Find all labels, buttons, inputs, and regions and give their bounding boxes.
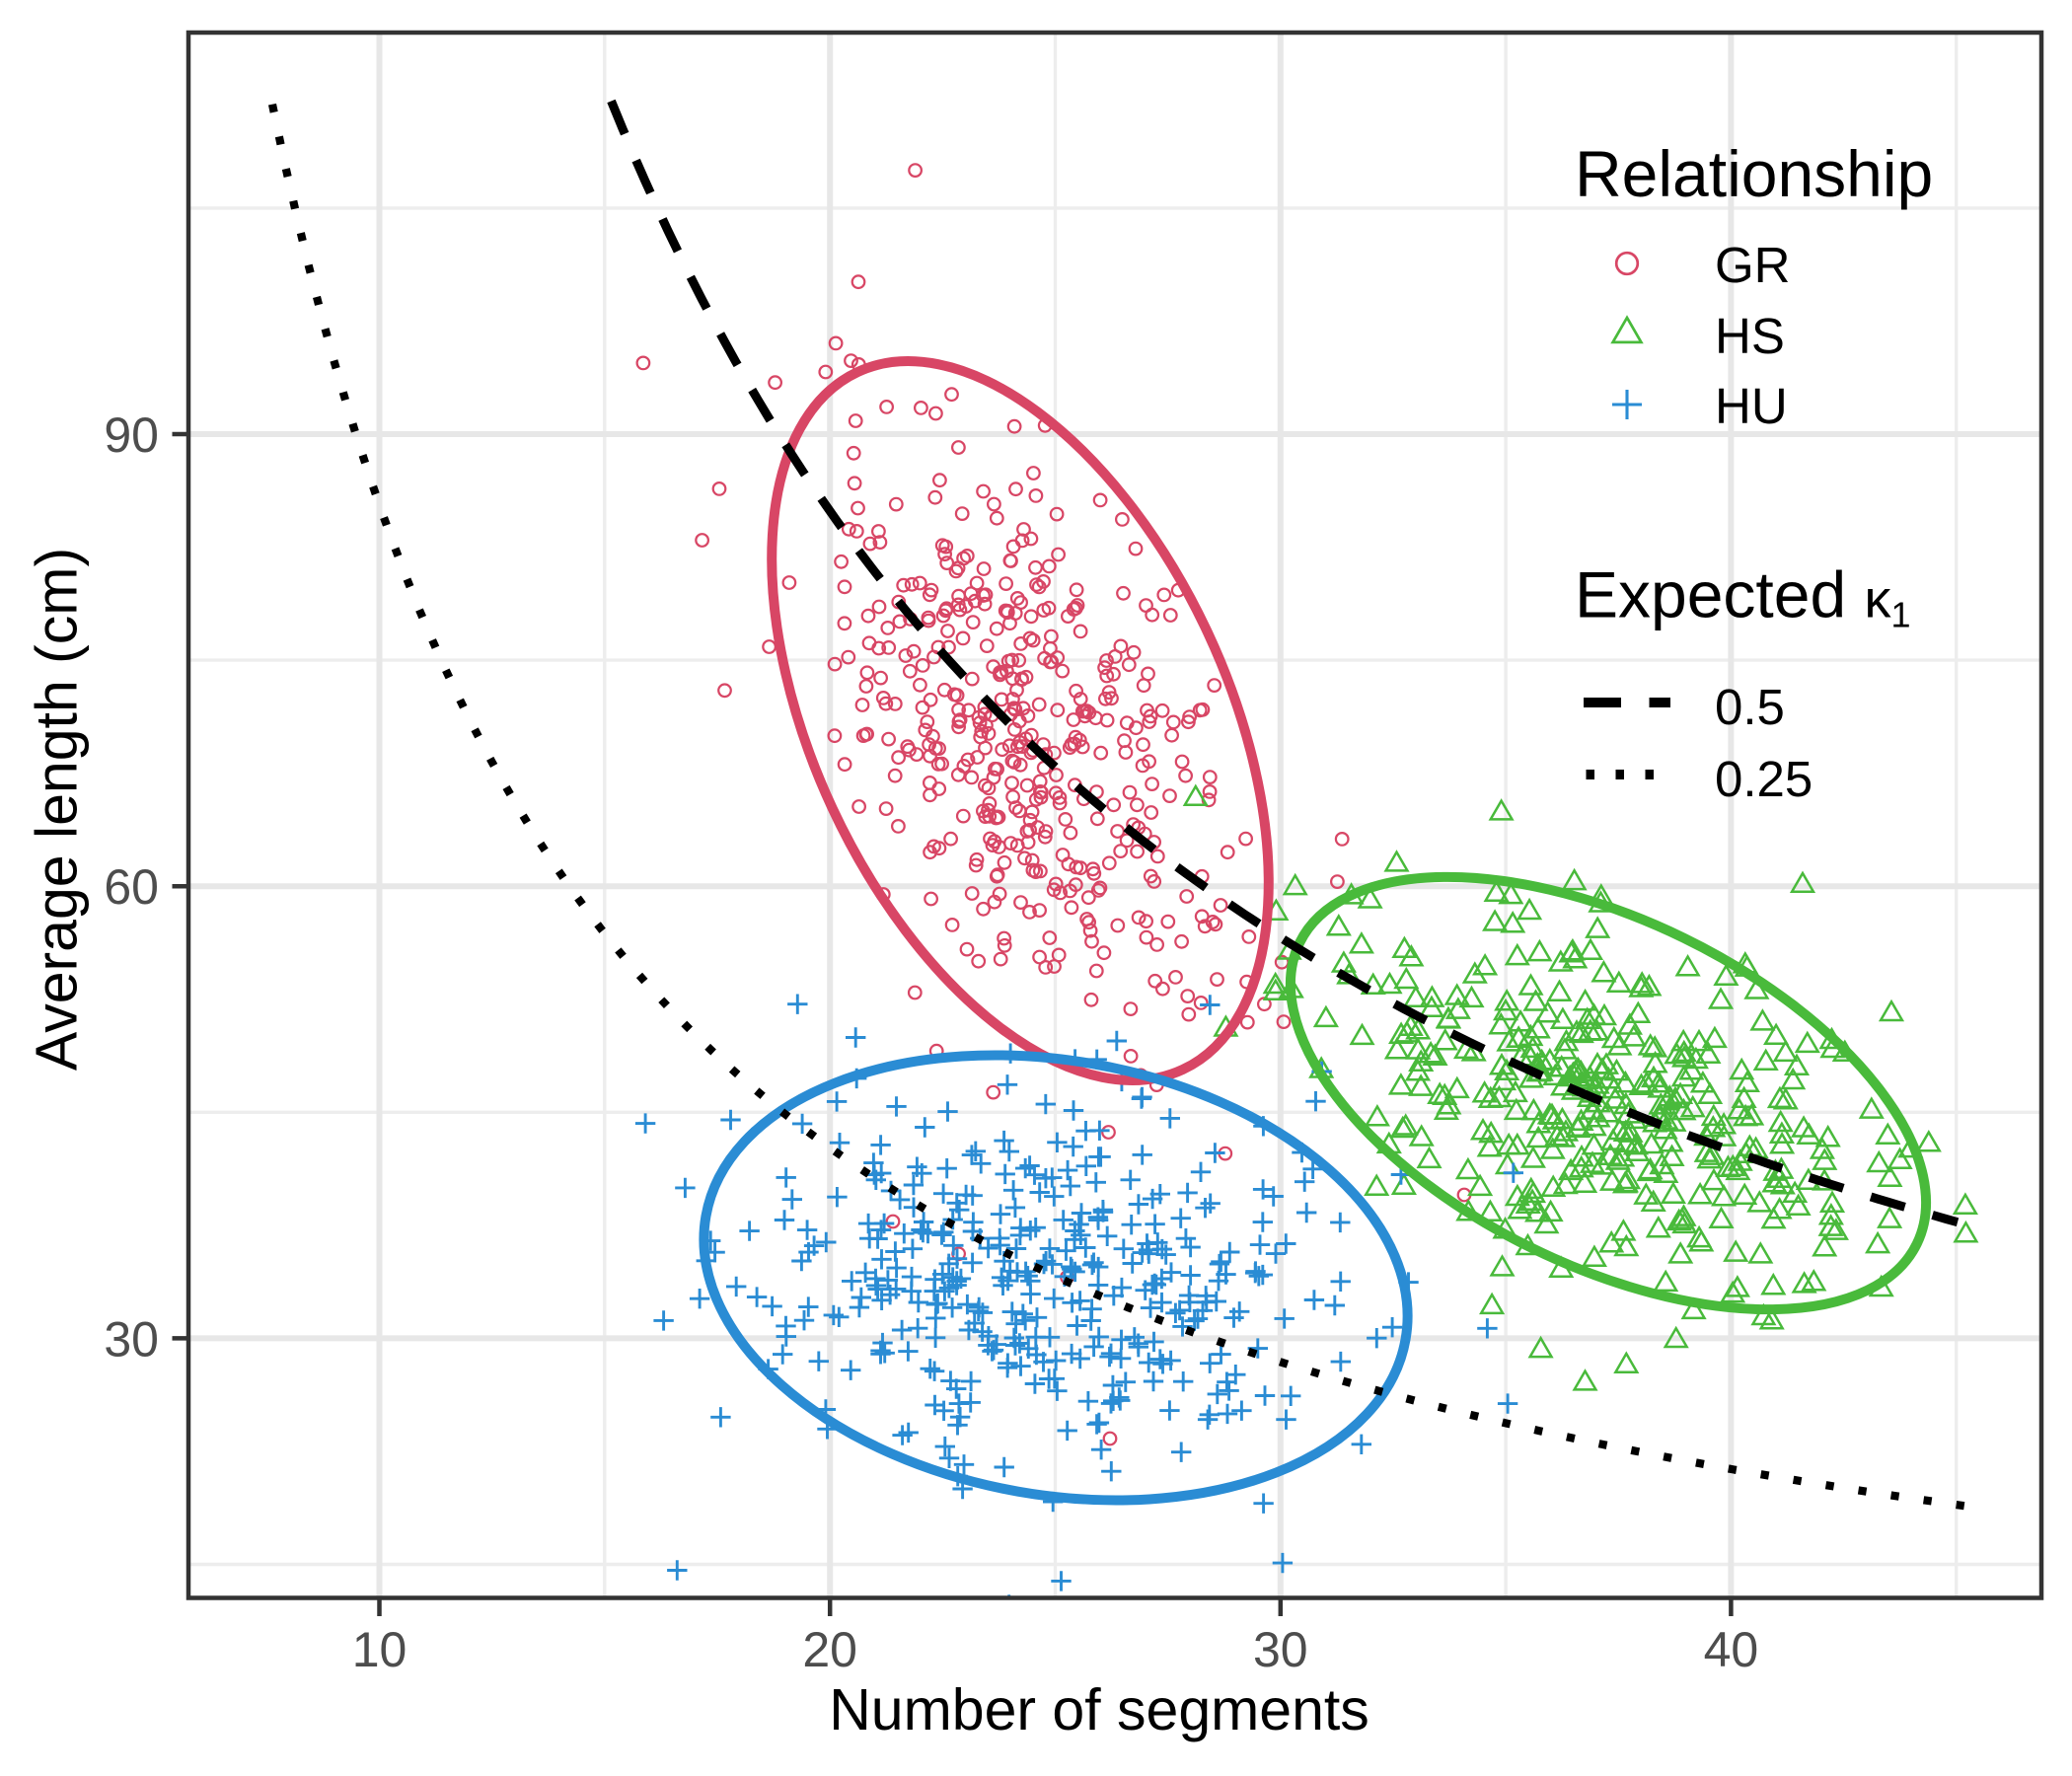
svg-text:60: 60 — [104, 859, 159, 915]
svg-text:30: 30 — [104, 1311, 159, 1367]
svg-text:GR: GR — [1715, 237, 1791, 293]
svg-text:HS: HS — [1715, 308, 1785, 364]
svg-text:30: 30 — [1253, 1622, 1308, 1677]
svg-text:40: 40 — [1704, 1622, 1759, 1677]
svg-text:Expected κ1: Expected κ1 — [1575, 558, 1911, 635]
svg-text:10: 10 — [352, 1622, 407, 1677]
svg-text:0.25: 0.25 — [1715, 751, 1813, 807]
svg-text:Average length (cm): Average length (cm) — [25, 548, 90, 1071]
svg-text:HU: HU — [1715, 378, 1788, 434]
svg-text:90: 90 — [104, 407, 159, 463]
svg-text:Relationship: Relationship — [1575, 137, 1933, 210]
svg-text:20: 20 — [802, 1622, 857, 1677]
svg-text:Number of segments: Number of segments — [829, 1677, 1369, 1742]
svg-text:0.5: 0.5 — [1715, 679, 1785, 735]
